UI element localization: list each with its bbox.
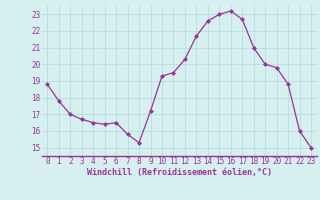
X-axis label: Windchill (Refroidissement éolien,°C): Windchill (Refroidissement éolien,°C) (87, 168, 272, 177)
